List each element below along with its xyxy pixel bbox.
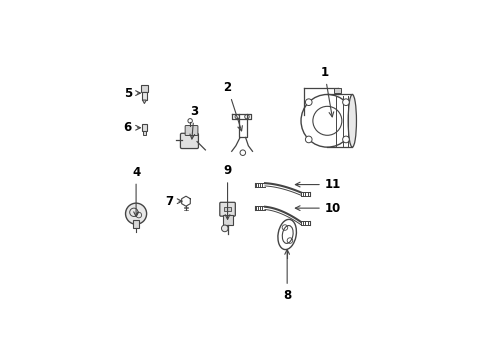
Ellipse shape: [348, 94, 356, 147]
Text: 8: 8: [283, 249, 291, 302]
Text: 2: 2: [223, 81, 243, 131]
Text: 9: 9: [223, 164, 232, 219]
Text: 6: 6: [123, 121, 140, 134]
FancyBboxPatch shape: [180, 133, 198, 149]
Text: 5: 5: [123, 87, 140, 100]
FancyBboxPatch shape: [185, 126, 198, 135]
Text: 4: 4: [132, 166, 140, 217]
Text: 1: 1: [320, 66, 334, 117]
FancyBboxPatch shape: [220, 202, 235, 216]
Bar: [141, 85, 147, 92]
Text: 10: 10: [295, 202, 341, 215]
Circle shape: [343, 99, 349, 105]
Text: 11: 11: [295, 178, 341, 191]
Bar: [224, 207, 231, 211]
Circle shape: [343, 136, 349, 143]
Bar: [142, 92, 147, 100]
Circle shape: [221, 225, 228, 232]
Polygon shape: [143, 100, 147, 104]
Text: 3: 3: [190, 105, 198, 139]
Bar: [143, 131, 146, 135]
Circle shape: [305, 99, 312, 105]
Circle shape: [305, 136, 312, 143]
Circle shape: [125, 203, 147, 224]
Bar: [142, 125, 147, 131]
Bar: [222, 215, 233, 225]
Bar: [334, 88, 341, 93]
Bar: [133, 220, 140, 228]
Text: 7: 7: [165, 195, 182, 208]
